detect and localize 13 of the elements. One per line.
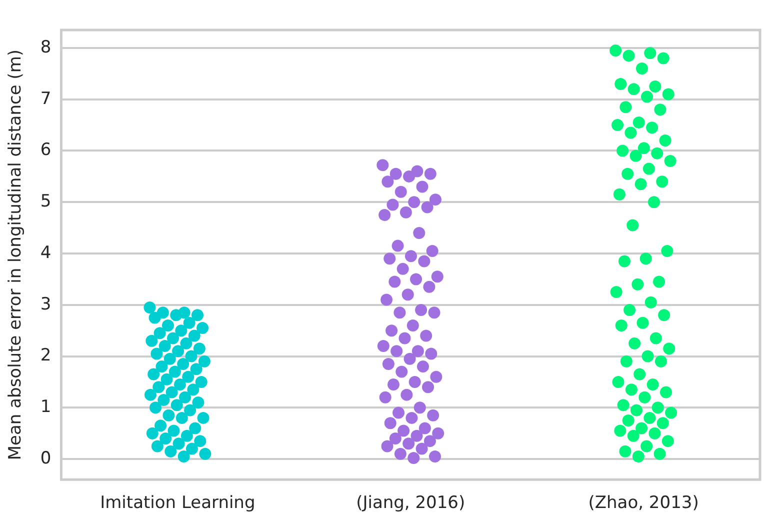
x-tick-label: Imitation Learning bbox=[100, 493, 256, 514]
y-tick-label: 3 bbox=[40, 294, 52, 314]
x-tick-label: (Jiang, 2016) bbox=[356, 493, 466, 514]
y-axis-title: Mean absolute error in longitudinal distance (m) bbox=[6, 49, 26, 460]
y-tick-label: 2 bbox=[40, 346, 52, 366]
y-tick-label: 4 bbox=[40, 242, 52, 263]
y-tick-label: 0 bbox=[40, 448, 52, 468]
x-tick-label: (Zhao, 2013) bbox=[588, 493, 699, 514]
y-tick-label: 7 bbox=[40, 88, 52, 109]
y-tick-label: 5 bbox=[40, 192, 52, 212]
y-tick-label: 1 bbox=[40, 397, 52, 418]
y-tick-label: 6 bbox=[40, 140, 52, 160]
y-tick-label: 8 bbox=[40, 37, 52, 58]
